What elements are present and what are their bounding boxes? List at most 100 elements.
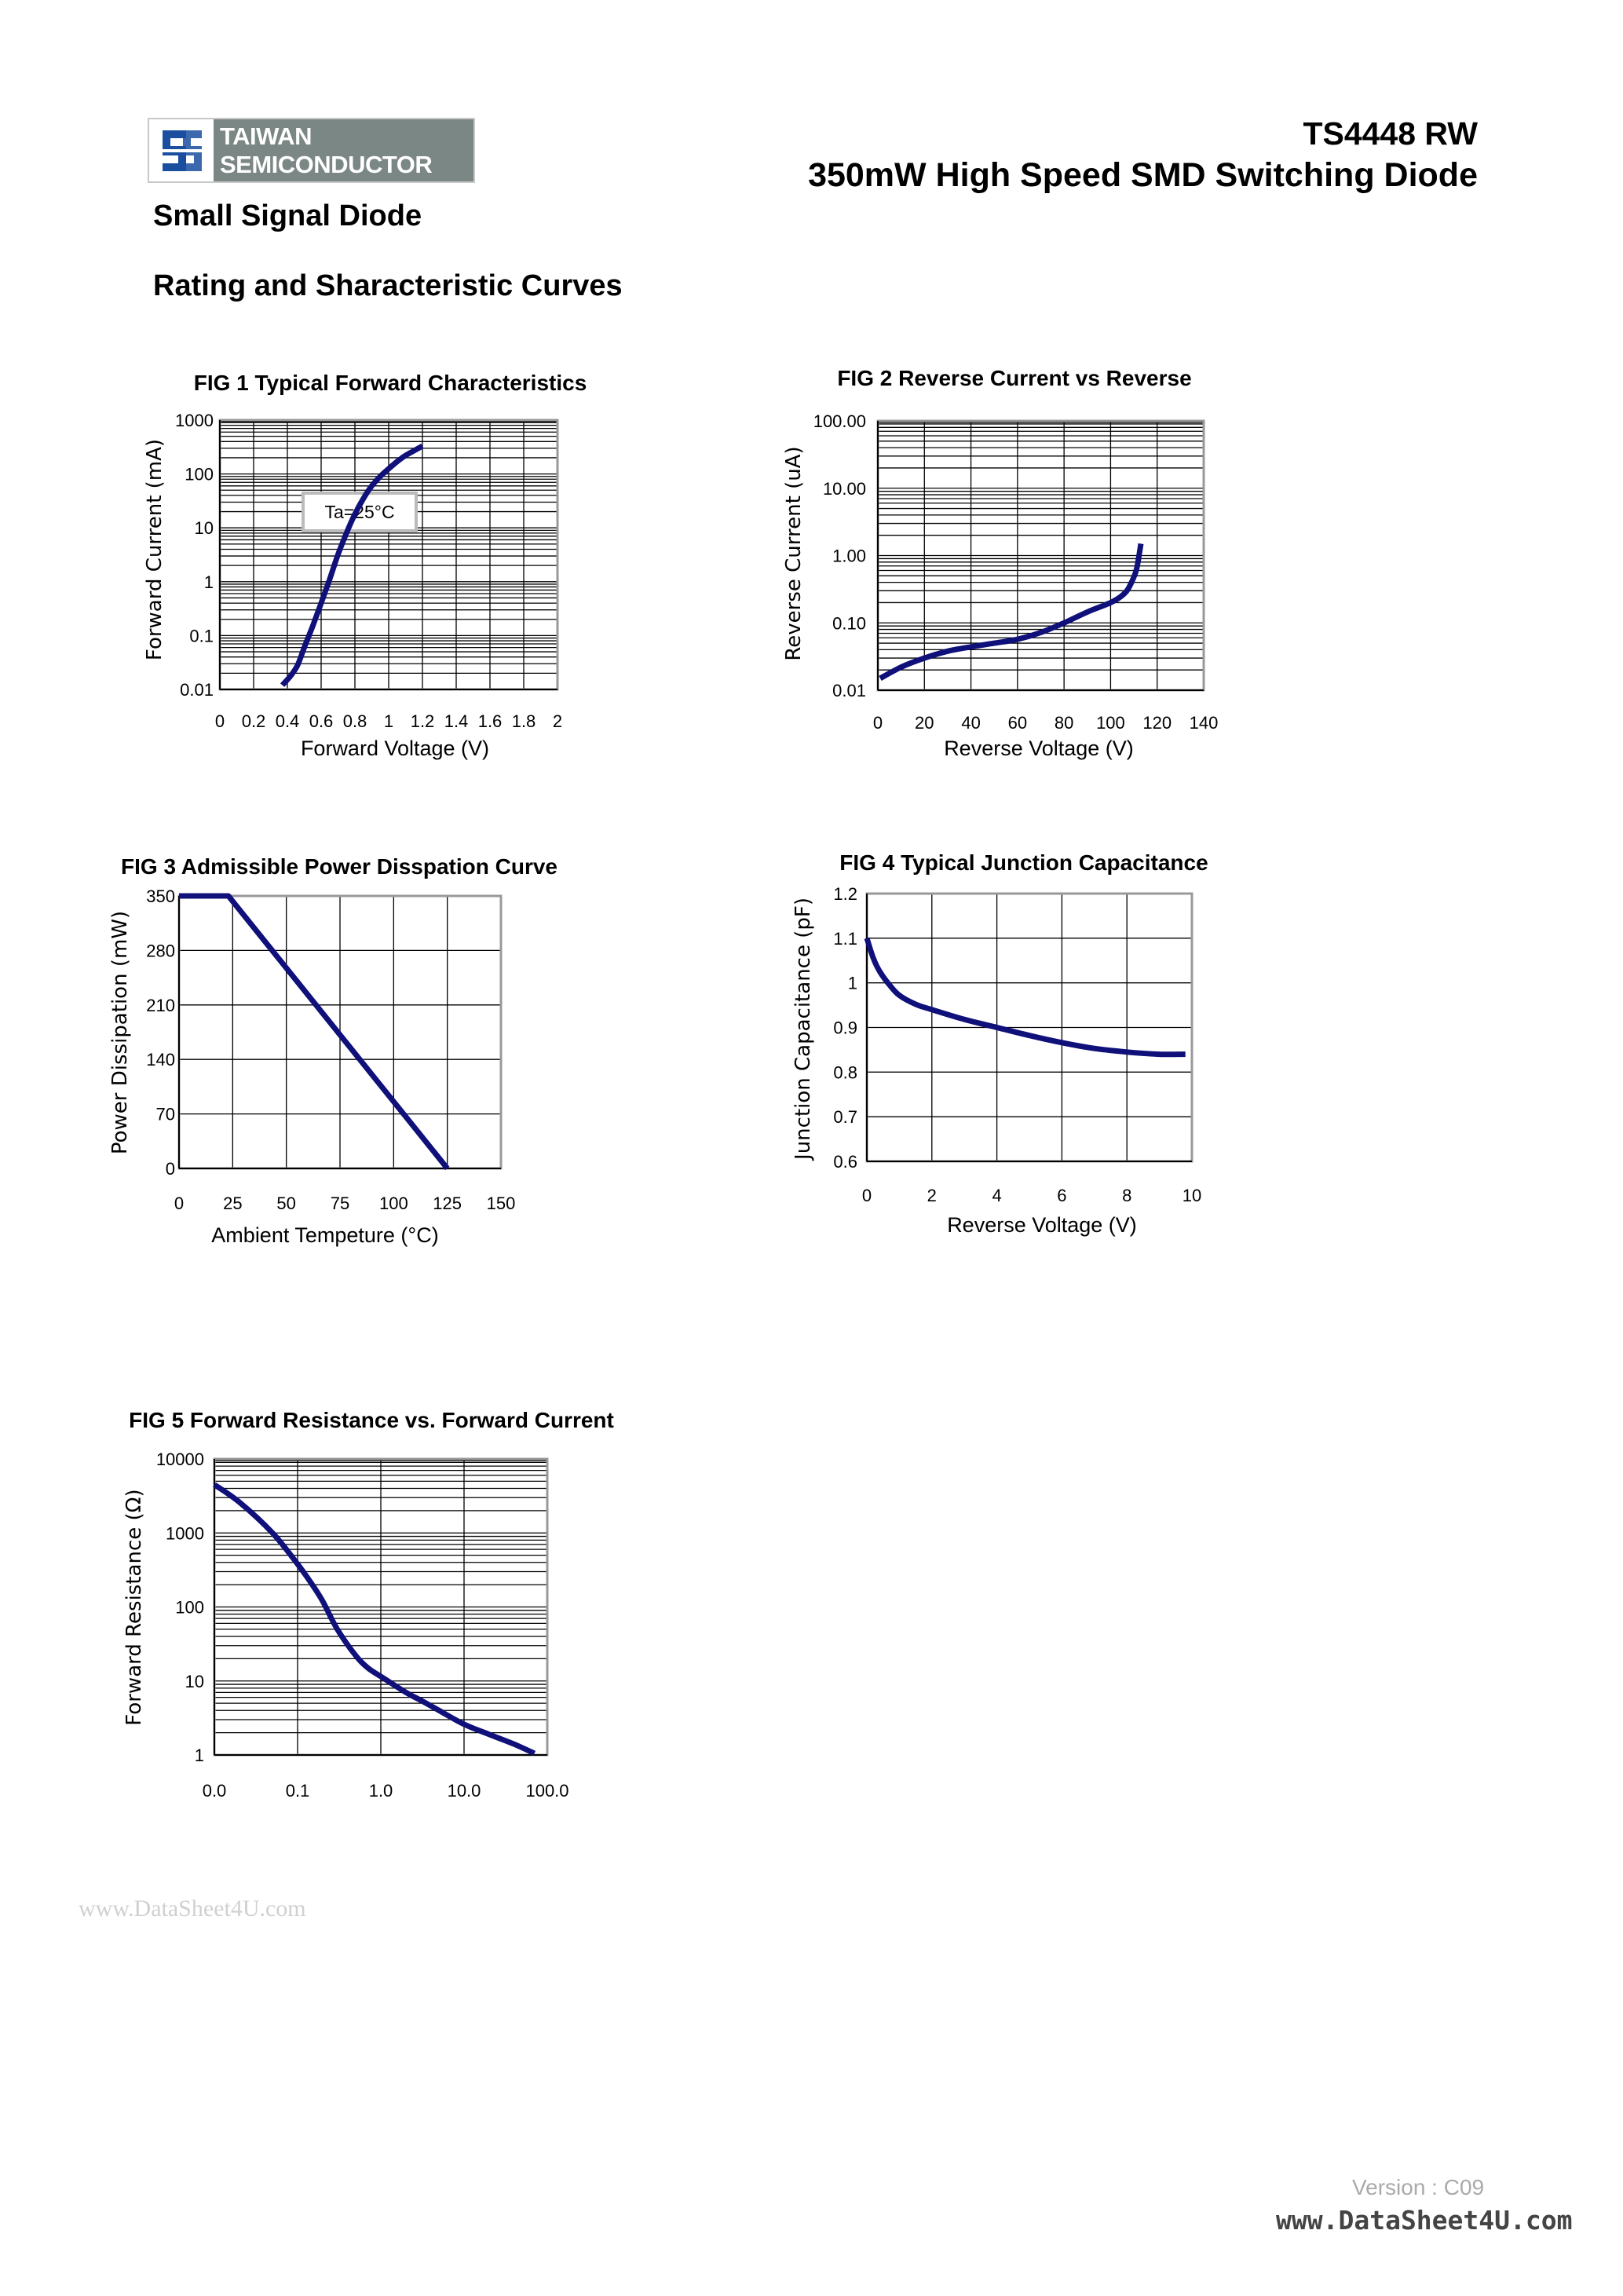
y-tick-label: 0.1	[189, 626, 214, 645]
x-axis-label: Ambient Tempeture (°C)	[211, 1223, 438, 1247]
x-axis-label: Reverse Voltage (V)	[947, 1213, 1137, 1237]
y-tick-label: 100	[175, 1598, 204, 1618]
y-tick-label: 0.7	[833, 1107, 857, 1127]
x-tick-label: 0.8	[343, 711, 367, 731]
grid	[867, 894, 1192, 1161]
x-tick-label: 1.6	[478, 711, 503, 731]
y-tick-label: 0.6	[833, 1152, 857, 1172]
chart-title: FIG 2 Reverse Current vs Reverse	[837, 366, 1191, 390]
y-tick-label: 10	[185, 1672, 204, 1691]
watermark: www.DataSheet4U.com	[79, 1896, 306, 1921]
x-tick-label: 140	[1190, 713, 1219, 733]
data-curve	[179, 893, 450, 1171]
x-tick-label: 0.6	[309, 711, 334, 731]
x-tick-label: 1.2	[411, 711, 435, 731]
x-tick-label: 1.4	[444, 711, 469, 731]
x-tick-label: 25	[223, 1194, 242, 1213]
y-tick-label: 100.00	[813, 411, 866, 431]
data-curve	[879, 543, 1144, 681]
fig5-chart: 0.0 0.1 1.0 10.0 100.0 1 10 100 1000 10000 FIG 5 F…	[122, 1408, 614, 1801]
x-tick-label: 2	[553, 711, 562, 731]
y-tick-label: 70	[156, 1105, 175, 1124]
grid	[214, 1459, 547, 1755]
y-tick-label: 0.01	[180, 680, 214, 700]
fig3-chart: 0 25 50 75 100 125 150 0 70 140 210 280 350 FIG 3 Adm…	[108, 854, 557, 1247]
chart-title: FIG 3 Admissible Power Disspation Curve	[121, 854, 557, 879]
y-tick-label: 10	[195, 518, 214, 538]
y-tick-label: 1.1	[833, 929, 857, 949]
y-tick-label: 280	[146, 941, 175, 960]
x-tick-label: 100	[379, 1194, 408, 1213]
y-tick-label: 10.00	[823, 479, 866, 499]
x-tick-label: 0.2	[242, 711, 266, 731]
y-axis-label: Junction Capacitance (pF)	[791, 898, 815, 1161]
y-tick-label: 1000	[166, 1523, 204, 1543]
fig2-chart: 0 20 40 60 80 100 120 140 0.01 0.10 1.00 10.00 100.0…	[782, 366, 1218, 760]
data-curve	[280, 443, 424, 687]
section-title: Rating and Sharacteristic Curves	[153, 269, 623, 302]
x-tick-label: 60	[1008, 713, 1027, 733]
grid	[878, 421, 1204, 690]
x-axis-label: Reverse Voltage (V)	[944, 737, 1134, 760]
y-tick-label: 0.9	[833, 1018, 857, 1038]
x-tick-label: 1	[384, 711, 393, 731]
fig4-chart: 0 2 4 6 8 10 0.6 0.7 0.8 0.9 1 1.1 1.2 FIG 4 Typical …	[791, 850, 1208, 1237]
y-tick-label: 10000	[156, 1450, 204, 1469]
data-curve	[864, 937, 1186, 1058]
fig1-chart: 0 0.2 0.4 0.6 0.8 1 1.2 1.4 1.6 1.8 2 0.01 0.1 1 10 100…	[143, 371, 587, 760]
ts-logo-icon	[149, 119, 214, 181]
x-tick-label: 2	[927, 1186, 937, 1205]
y-tick-label: 1.00	[832, 547, 866, 566]
y-tick-label: 1	[195, 1746, 204, 1765]
y-tick-label: 0.10	[832, 613, 866, 633]
y-tick-label: 1	[204, 572, 214, 592]
logo-line-2: SEMICONDUCTOR	[220, 151, 433, 178]
chart-title: FIG 5 Forward Resistance vs. Forward Cur…	[129, 1408, 614, 1432]
x-tick-label: 75	[331, 1194, 349, 1213]
x-tick-label: 150	[487, 1194, 516, 1213]
y-axis-label: Power Dissipation (mW)	[108, 911, 132, 1154]
site-url: www.DataSheet4U.com	[1276, 2205, 1573, 2236]
x-tick-label: 0	[174, 1194, 184, 1213]
y-tick-label: 210	[146, 996, 175, 1015]
x-axis-label: Forward Voltage (V)	[301, 737, 489, 760]
x-tick-label: 10.0	[448, 1781, 481, 1801]
y-tick-label: 100	[185, 465, 214, 484]
x-tick-label: 80	[1055, 713, 1073, 733]
x-tick-label: 100	[1096, 713, 1125, 733]
y-tick-label: 1	[848, 974, 857, 993]
y-tick-label: 1.2	[833, 884, 857, 904]
chart-title: FIG 4 Typical Junction Capacitance	[839, 850, 1208, 875]
x-tick-label: 0.4	[276, 711, 300, 731]
y-tick-label: 0.8	[833, 1062, 857, 1082]
x-tick-label: 100.0	[525, 1781, 568, 1801]
x-tick-label: 0	[862, 1186, 872, 1205]
y-tick-label: 0.01	[832, 681, 866, 700]
x-tick-label: 8	[1122, 1186, 1131, 1205]
x-tick-label: 4	[992, 1186, 1001, 1205]
y-tick-label: 350	[146, 887, 175, 906]
x-tick-label: 20	[915, 713, 934, 733]
x-tick-label: 0	[873, 713, 883, 733]
x-tick-label: 40	[961, 713, 980, 733]
y-axis-label: Forward Current (mA)	[143, 439, 166, 660]
x-tick-label: 125	[433, 1194, 462, 1213]
annotation-box	[302, 492, 418, 532]
logo-line-1: TAIWAN	[220, 122, 312, 150]
y-axis-label: Forward Resistance (Ω)	[122, 1489, 146, 1725]
company-logo: TAIWAN SEMICONDUCTOR	[148, 118, 475, 183]
x-tick-label: 0.0	[203, 1781, 227, 1801]
x-tick-label: 120	[1142, 713, 1172, 733]
version-label: Version : C09	[1352, 2175, 1485, 2199]
x-tick-label: 1.8	[512, 711, 536, 731]
x-tick-label: 10	[1183, 1186, 1201, 1205]
document-subtitle: 350mW High Speed SMD Switching Diode	[808, 156, 1478, 194]
y-axis-label: Reverse Current (uA)	[782, 446, 806, 660]
product-category: Small Signal Diode	[153, 199, 422, 232]
x-tick-label: 6	[1057, 1186, 1066, 1205]
x-tick-label: 0	[215, 711, 225, 731]
y-tick-label: 0	[166, 1159, 175, 1179]
x-tick-label: 50	[276, 1194, 295, 1213]
grid	[220, 420, 557, 689]
